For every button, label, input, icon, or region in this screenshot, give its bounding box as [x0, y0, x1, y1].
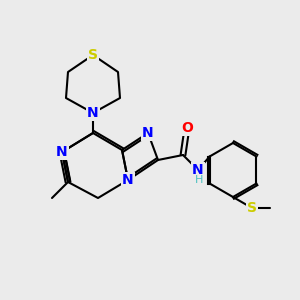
Text: O: O [181, 121, 193, 135]
Text: N: N [192, 163, 204, 177]
Text: S: S [88, 48, 98, 62]
Text: N: N [56, 145, 68, 159]
Text: N: N [122, 173, 134, 187]
Text: H: H [194, 175, 203, 184]
Text: N: N [87, 106, 99, 120]
Text: S: S [247, 201, 257, 215]
Text: N: N [142, 126, 154, 140]
